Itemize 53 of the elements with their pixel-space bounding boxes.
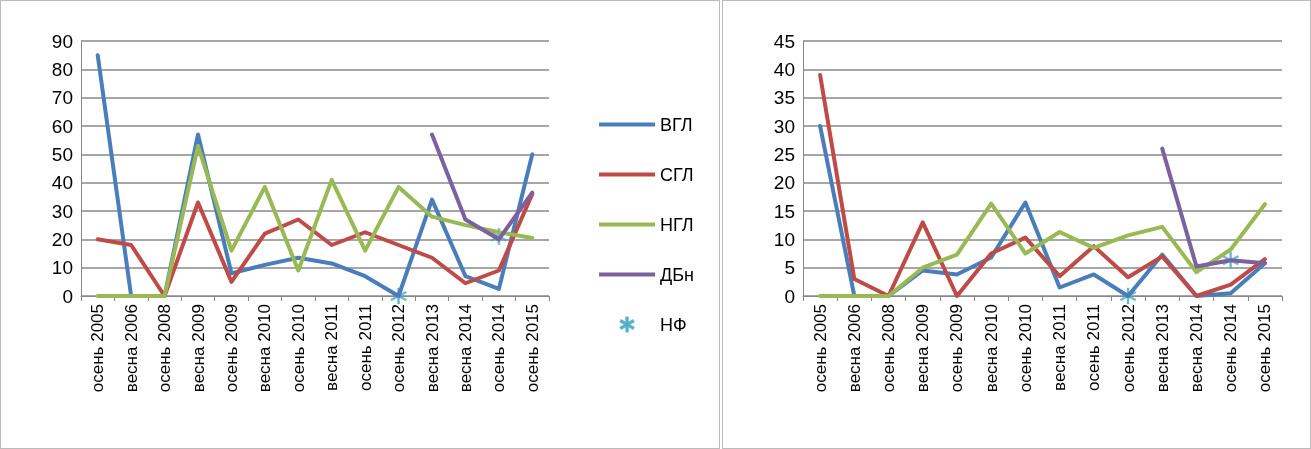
- x-tick-label: весна 2014: [1186, 304, 1206, 393]
- x-tick-label: осень 2008: [879, 304, 899, 393]
- x-tick-label: весна 2010: [255, 304, 275, 393]
- y-tick-label: 0: [784, 285, 795, 307]
- y-tick-label: 20: [773, 172, 795, 194]
- x-tick-label: осень 2010: [1015, 304, 1035, 393]
- x-tick-label: осень 2011: [1084, 304, 1104, 391]
- legend-label: НГЛ: [660, 214, 694, 235]
- x-tick-label: весна 2010: [981, 304, 1001, 393]
- legend-label: НФ: [660, 314, 687, 335]
- x-tick-label: осень 2009: [221, 304, 241, 393]
- x-tick-label: осень 2005: [88, 304, 108, 393]
- x-tick-label: осень 2015: [522, 304, 542, 393]
- y-tick-label: 25: [773, 143, 795, 165]
- x-tick-label: весна 2014: [455, 304, 475, 393]
- y-tick-label: 0: [62, 285, 73, 307]
- x-tick-label: осень 2005: [810, 304, 830, 393]
- y-tick-label: 50: [51, 143, 73, 165]
- y-tick-label: 60: [51, 115, 73, 137]
- legend-label: СГЛ: [660, 164, 694, 185]
- y-tick-label: 20: [51, 228, 73, 250]
- y-tick-label: 15: [773, 200, 795, 222]
- y-tick-label: 10: [51, 257, 73, 279]
- legend-label: ДБн: [660, 264, 695, 285]
- y-tick-label: 90: [51, 30, 73, 52]
- y-tick-label: 40: [51, 172, 73, 194]
- x-tick-label: весна 2006: [121, 304, 141, 393]
- x-tick-label: весна 2011: [1050, 304, 1070, 391]
- y-tick-label: 30: [773, 115, 795, 137]
- x-tick-label: весна 2013: [1152, 304, 1172, 393]
- y-tick-label: 80: [51, 58, 73, 80]
- x-tick-label: весна 2006: [844, 304, 864, 393]
- x-tick-label: осень 2009: [947, 304, 967, 393]
- y-tick-label: 35: [773, 87, 795, 109]
- x-tick-label: осень 2010: [288, 304, 308, 393]
- y-tick-label: 5: [784, 257, 795, 279]
- y-tick-label: 45: [773, 30, 795, 52]
- x-tick-label: осень 2015: [1255, 304, 1275, 393]
- x-tick-label: осень 2008: [155, 304, 175, 393]
- x-tick-label: весна 2011: [322, 304, 342, 391]
- x-tick-label: весна 2009: [188, 304, 208, 393]
- legend-label: ВГЛ: [660, 114, 693, 135]
- x-tick-label: осень 2014: [489, 304, 509, 393]
- x-tick-label: осень 2012: [1118, 304, 1138, 393]
- x-tick-label: осень 2014: [1221, 304, 1241, 393]
- x-tick-label: осень 2012: [389, 304, 409, 393]
- y-tick-label: 70: [51, 87, 73, 109]
- y-tick-label: 40: [773, 58, 795, 80]
- x-tick-label: весна 2009: [913, 304, 933, 393]
- x-tick-label: осень 2011: [355, 304, 375, 391]
- x-tick-label: весна 2013: [422, 304, 442, 393]
- y-tick-label: 10: [773, 228, 795, 250]
- y-tick-label: 30: [51, 200, 73, 222]
